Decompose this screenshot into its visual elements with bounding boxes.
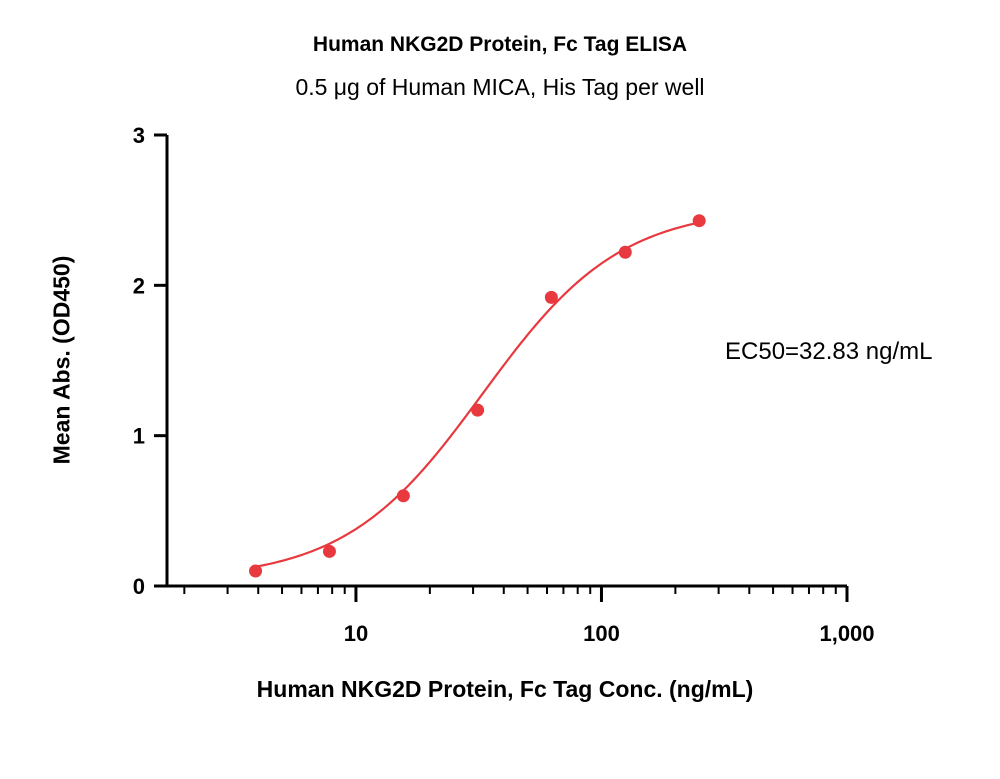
ec50-annotation: EC50=32.83 ng/mL <box>725 338 933 365</box>
x-tick-label: 100 <box>583 621 620 646</box>
data-point <box>618 245 632 259</box>
y-axis-label: Mean Abs. (OD450) <box>48 255 75 465</box>
x-axis-label: Human NKG2D Protein, Fc Tag Conc. (ng/mL… <box>256 676 754 702</box>
y-tick-label: 2 <box>133 273 145 298</box>
y-tick-label: 0 <box>133 574 145 599</box>
chart-title: Human NKG2D Protein, Fc Tag ELISA <box>312 33 688 56</box>
y-tick-label: 1 <box>133 424 145 449</box>
data-point <box>471 403 485 417</box>
fit-curve-layer <box>255 221 700 568</box>
data-point <box>544 290 558 304</box>
data-point <box>322 544 336 558</box>
data-points-layer <box>249 214 706 578</box>
data-point <box>692 214 706 228</box>
chart-subtitle: 0.5 μg of Human MICA, His Tag per well <box>295 74 705 100</box>
data-point <box>396 489 410 503</box>
x-tick-label: 1,000 <box>819 621 874 646</box>
data-point <box>249 564 263 578</box>
y-tick-label: 3 <box>133 123 145 148</box>
x-tick-label: 10 <box>344 621 368 646</box>
axes: 0 1 2 3 10 100 1,000 <box>133 123 875 646</box>
fit-curve <box>255 221 700 568</box>
